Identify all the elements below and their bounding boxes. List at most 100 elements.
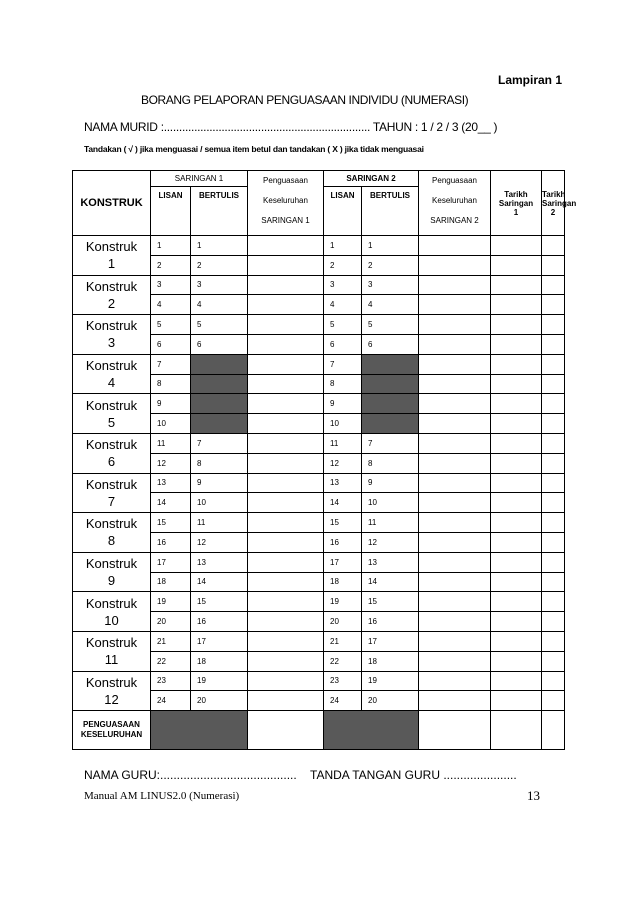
sub-header: LISAN — [323, 186, 362, 236]
blank-cell — [490, 571, 542, 593]
item-cell: 12 — [190, 531, 248, 553]
item-cell: 6 — [190, 333, 248, 355]
item-cell: 10 — [323, 413, 362, 434]
item-row: 24 20 24 20 — [73, 690, 565, 712]
blank-cell — [247, 353, 324, 375]
item-cell: 24 — [150, 690, 191, 712]
konstruk-cell: Konstruk 8 — [72, 512, 151, 553]
blank-cell — [541, 492, 565, 514]
item-cell: 21 — [150, 630, 191, 652]
blank-cell — [247, 551, 324, 573]
item-row: Konstruk 12 23 19 23 19 — [72, 670, 565, 712]
blank-cell — [541, 710, 565, 751]
blank-cell — [418, 413, 491, 434]
blank-cell — [541, 630, 565, 652]
item-cell: 15 — [361, 591, 419, 613]
penguasaan-line: SARINGAN 2 — [430, 216, 479, 225]
manual-name: Manual AM LINUS2.0 (Numerasi) — [84, 790, 240, 802]
blank-cell — [541, 353, 565, 375]
blank-cell — [418, 710, 491, 751]
item-cell: 3 — [150, 274, 191, 296]
blank-cell — [490, 274, 542, 296]
blank-cell — [541, 591, 565, 613]
blank-cell — [418, 235, 491, 256]
item-cell: 3 — [323, 274, 362, 296]
blank-cell — [418, 452, 491, 474]
item-cell: 8 — [150, 373, 191, 395]
blank-cell — [247, 294, 324, 316]
item-cell: 1 — [361, 235, 419, 256]
item-cell: 6 — [150, 333, 191, 355]
penguasaan-line: Penguasaan — [263, 176, 308, 185]
item-cell: 20 — [323, 611, 362, 632]
blank-cell — [541, 393, 565, 415]
item-cell: 23 — [323, 670, 362, 692]
blank-cell — [541, 472, 565, 494]
shaded-cell — [190, 373, 248, 395]
blank-cell — [541, 611, 565, 632]
blank-cell — [418, 314, 491, 335]
item-cell: 9 — [190, 472, 248, 494]
blank-cell — [490, 314, 542, 335]
konstruk-cell: Konstruk 5 — [72, 393, 151, 434]
shaded-cell — [190, 413, 248, 434]
konstruk-cell: Konstruk 3 — [72, 314, 151, 355]
konstruk-cell: Konstruk 2 — [72, 274, 151, 316]
item-row: Konstruk 11 21 17 21 17 — [72, 630, 565, 672]
blank-cell — [490, 591, 542, 613]
blank-cell — [418, 571, 491, 593]
item-cell: 2 — [361, 254, 419, 276]
item-cell: 7 — [361, 432, 419, 454]
header-row: KONSTRUK SARINGAN 1 Penguasaan Keseluruhan S… — [72, 170, 576, 236]
blank-cell — [490, 432, 542, 454]
shaded-cell — [323, 710, 419, 751]
blank-cell — [247, 314, 324, 335]
sub-header: BERTULIS — [361, 186, 419, 236]
shaded-cell — [150, 710, 248, 751]
blank-cell — [418, 690, 491, 712]
item-cell: 5 — [361, 314, 419, 335]
blank-cell — [247, 452, 324, 474]
tarikh-header: Tarikh Saringan 1 — [490, 170, 542, 236]
student-line: NAMA MURID :............................… — [84, 120, 498, 134]
item-cell: 22 — [150, 650, 191, 672]
total-label: PENGUASAAN KESELURUHAN — [72, 710, 151, 751]
item-cell: 12 — [323, 452, 362, 474]
blank-cell — [490, 393, 542, 415]
item-cell: 18 — [190, 650, 248, 672]
item-cell: 17 — [323, 551, 362, 573]
blank-cell — [541, 551, 565, 573]
blank-cell — [541, 531, 565, 553]
blank-cell — [541, 314, 565, 335]
item-cell: 15 — [150, 512, 191, 533]
item-cell: 11 — [323, 432, 362, 454]
item-cell: 15 — [190, 591, 248, 613]
item-cell: 19 — [150, 591, 191, 613]
blank-cell — [418, 492, 491, 514]
blank-cell — [418, 650, 491, 672]
item-cell: 21 — [323, 630, 362, 652]
konstruk-cell: Konstruk 4 — [72, 353, 151, 395]
item-cell: 10 — [361, 492, 419, 514]
blank-cell — [247, 531, 324, 553]
penguasaan-line: SARINGAN 1 — [261, 216, 310, 225]
item-cell: 1 — [190, 235, 248, 256]
blank-cell — [418, 353, 491, 375]
blank-cell — [541, 274, 565, 296]
item-cell: 20 — [190, 690, 248, 712]
item-cell: 5 — [150, 314, 191, 335]
blank-cell — [490, 670, 542, 692]
blank-cell — [247, 432, 324, 454]
blank-cell — [541, 512, 565, 533]
penguasaan-line: Keseluruhan — [432, 196, 477, 205]
blank-cell — [418, 591, 491, 613]
blank-cell — [490, 373, 542, 395]
item-cell: 3 — [190, 274, 248, 296]
blank-cell — [541, 670, 565, 692]
blank-cell — [247, 670, 324, 692]
item-cell: 20 — [361, 690, 419, 712]
